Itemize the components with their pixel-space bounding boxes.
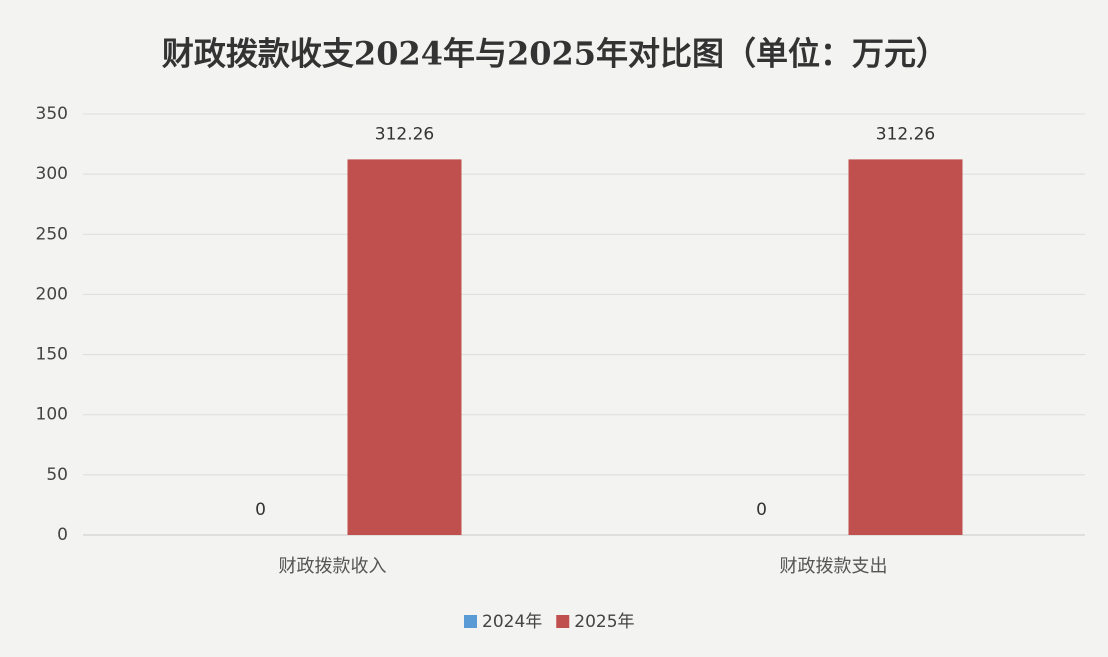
data-label: 0 xyxy=(255,500,266,520)
legend-label: 2024年 xyxy=(482,612,542,632)
y-tick-label: 350 xyxy=(36,104,68,124)
y-tick-label: 150 xyxy=(36,345,68,365)
legend-swatch xyxy=(464,615,477,628)
data-label: 312.26 xyxy=(375,124,434,144)
y-tick-label: 0 xyxy=(57,525,68,545)
chart-title: 财政拨款收支2024年与2025年对比图（单位：万元） xyxy=(162,35,948,73)
legend-label: 2025年 xyxy=(574,612,634,632)
legend-swatch xyxy=(556,615,570,628)
y-tick-label: 50 xyxy=(46,465,68,485)
x-tick-label: 财政拨款收入 xyxy=(279,556,387,577)
data-label: 0 xyxy=(756,500,767,520)
bar xyxy=(347,159,462,536)
data-label: 312.26 xyxy=(876,124,935,144)
y-tick-label: 250 xyxy=(36,224,68,244)
bar xyxy=(848,159,963,536)
x-tick-label: 财政拨款支出 xyxy=(780,556,888,577)
y-tick-label: 300 xyxy=(36,164,68,184)
y-tick-label: 100 xyxy=(36,405,68,425)
y-tick-label: 200 xyxy=(36,284,68,304)
